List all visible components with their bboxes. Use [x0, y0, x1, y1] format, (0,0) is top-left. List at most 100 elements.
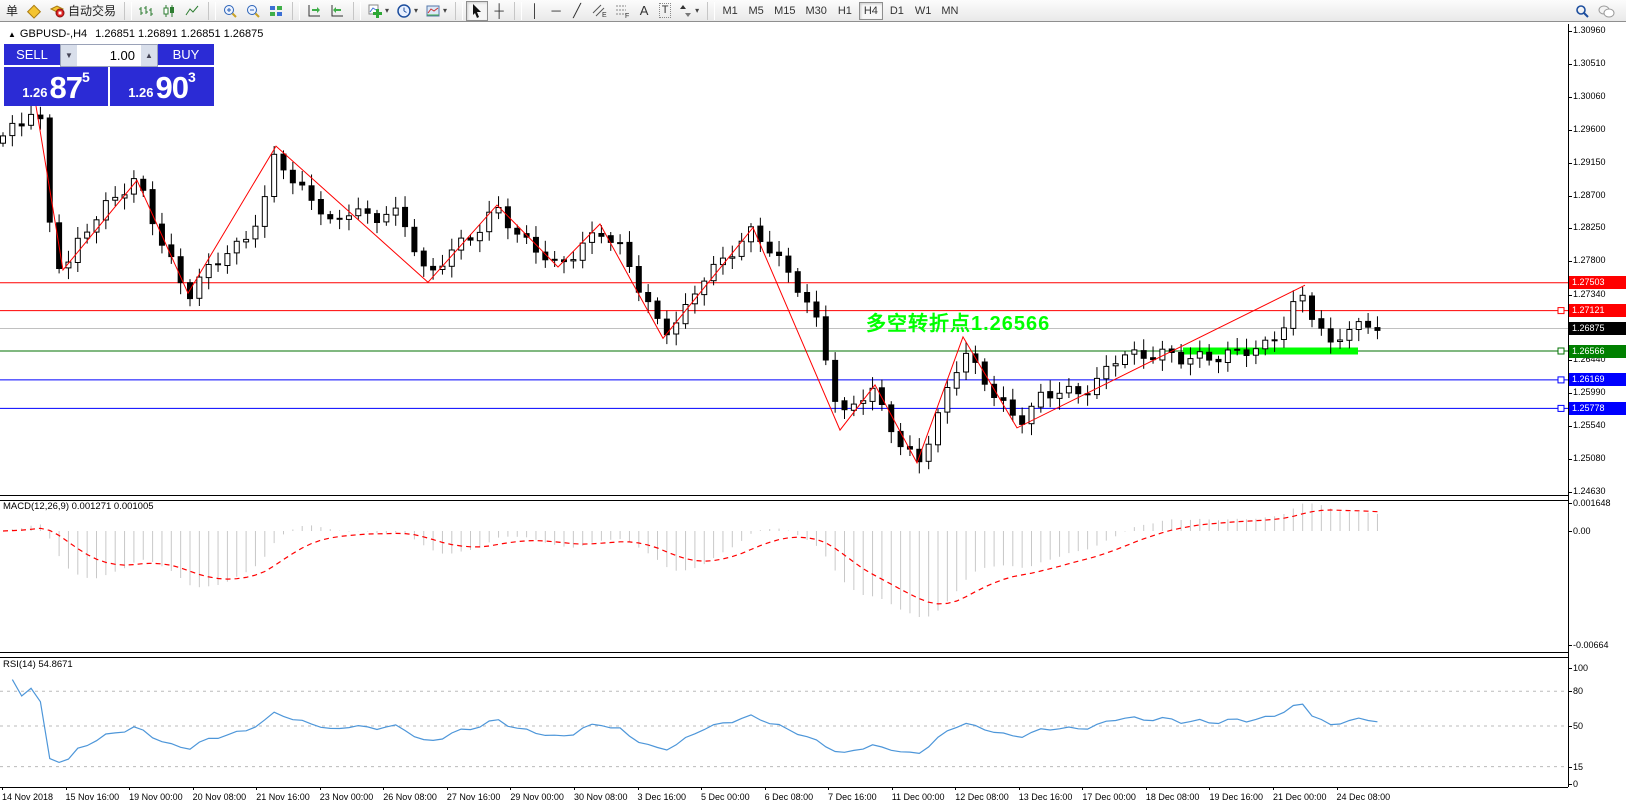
order-doc-button[interactable] [23, 1, 45, 21]
trend-line-button[interactable]: ╱ [567, 1, 587, 21]
panel-separator[interactable] [0, 495, 1568, 501]
line-chart-button[interactable] [181, 1, 203, 21]
time-axis-label: 12 Dec 08:00 [955, 792, 1009, 802]
time-tick-mark [1273, 787, 1274, 790]
panel-separator[interactable] [0, 652, 1568, 658]
sell-button[interactable]: SELL [4, 44, 60, 67]
periods-clock-button[interactable]: ▾ [393, 1, 421, 21]
timeframe-h4[interactable]: H4 [858, 1, 883, 20]
macd-tick-label: -0.00664 [1573, 639, 1609, 650]
autotrading-icon [49, 4, 65, 17]
autotrading-button[interactable]: 自动交易 [46, 1, 119, 21]
macd-panel[interactable] [0, 499, 1568, 651]
volume-increase-button[interactable]: ▲ [141, 45, 157, 66]
macd-histogram [11, 503, 1378, 617]
templates-button[interactable]: ▾ [422, 1, 450, 21]
chat-button[interactable] [1594, 1, 1618, 21]
templates-icon [426, 5, 440, 16]
candlestick-chart-button[interactable] [158, 1, 180, 21]
time-tick-mark [955, 787, 957, 790]
timeframe-w1[interactable]: W1 [914, 4, 932, 17]
tile-windows-button[interactable] [265, 1, 287, 21]
text-button[interactable]: A [634, 1, 654, 21]
dropdown-caret: ▾ [385, 6, 390, 15]
line-end-marker [1557, 404, 1565, 412]
rsi-panel[interactable] [0, 656, 1568, 787]
price-tick-mark [1568, 360, 1572, 362]
timeframe-m1[interactable]: M1 [722, 4, 738, 17]
time-axis-label: 24 Dec 08:00 [1336, 792, 1391, 802]
price-tick-label: 1.30060 [1573, 90, 1606, 101]
timeframe-m15[interactable]: M15 [774, 4, 796, 17]
time-axis-label: 23 Nov 00:00 [319, 792, 374, 802]
auto-scroll-button[interactable] [326, 1, 348, 21]
chat-icon [1598, 5, 1615, 17]
price-tick-mark [1568, 261, 1572, 263]
price-tick-label: 1.28700 [1573, 189, 1606, 200]
time-tick-mark [256, 787, 258, 790]
search-button[interactable] [1571, 1, 1593, 21]
bar-chart-button[interactable] [135, 1, 157, 21]
time-axis-label: 13 Dec 16:00 [1018, 792, 1073, 802]
vertical-line-button[interactable]: │ [525, 1, 545, 21]
add-indicator-icon [368, 4, 383, 18]
crosshair-icon: ┼ [494, 3, 504, 18]
time-axis-label: 3 Dec 16:00 [637, 792, 687, 802]
line-end-marker [1557, 307, 1565, 315]
rsi-tick-label: 80 [1573, 686, 1584, 697]
chart-annotation: 多空转折点1.26566 [866, 313, 1051, 335]
cursor-icon [473, 3, 482, 18]
text-label-button[interactable]: T [655, 1, 675, 21]
auto-scroll-icon [331, 4, 344, 16]
time-axis-label: 21 Nov 16:00 [256, 792, 310, 802]
macd-tick-mark [1568, 502, 1572, 504]
timeframe-h1[interactable]: H1 [837, 4, 852, 17]
timeframe-m5[interactable]: M5 [748, 4, 764, 17]
price-flag-1.27121: 1.27121 [1569, 304, 1626, 318]
symbol-period: GBPUSD-,H4 [19, 28, 88, 40]
time-tick-mark [573, 787, 575, 790]
fibonacci-button[interactable]: F [611, 1, 633, 21]
rsi-tick-mark [1568, 766, 1572, 768]
new-order-button[interactable]: 单 [2, 1, 22, 21]
timeframe-mn[interactable]: MN [941, 4, 959, 17]
time-tick-mark [1018, 787, 1020, 790]
zoom-in-button[interactable] [219, 1, 241, 21]
price-tick-label: 1.26440 [1573, 354, 1606, 365]
equidistant-channel-button[interactable]: E [588, 1, 610, 21]
zoom-out-button[interactable] [242, 1, 264, 21]
cursor-button[interactable] [466, 0, 489, 21]
time-axis-label: 15 Nov 16:00 [65, 792, 120, 802]
toolbar-separator [514, 1, 523, 20]
volume-decrease-button[interactable]: ▼ [61, 45, 77, 66]
arrow-objects-button[interactable]: ▾ [676, 1, 702, 21]
collapse-icon[interactable]: ▲ [8, 30, 16, 39]
rsi-tick-label: 15 [1573, 761, 1584, 772]
buy-button[interactable]: BUY [158, 44, 214, 67]
price-flag-1.27503: 1.27503 [1569, 276, 1626, 290]
timeframe-m30[interactable]: M30 [805, 4, 827, 17]
shift-end-button[interactable] [303, 1, 325, 21]
time-axis-label: 20 Nov 08:00 [192, 792, 247, 802]
price-chart[interactable] [0, 24, 1568, 495]
dropdown-caret: ▾ [695, 6, 700, 15]
volume-field[interactable]: 1.00 [109, 48, 135, 63]
toolbar-separator [455, 1, 464, 20]
rsi-tick-mark [1568, 784, 1572, 785]
add-indicator-button[interactable]: ▾ [364, 1, 392, 21]
horizontal-line-button[interactable]: ─ [546, 1, 566, 21]
rsi-tick-mark [1568, 726, 1572, 727]
buy-price[interactable]: 1.26 90 3 [110, 67, 214, 106]
sell-price[interactable]: 1.26 87 5 [4, 67, 108, 106]
rsi-tick-label: 0 [1573, 779, 1579, 789]
timeframe-d1[interactable]: D1 [889, 4, 904, 17]
time-axis-label: 19 Nov 00:00 [129, 792, 183, 802]
chart-window [0, 23, 1626, 808]
crosshair-button[interactable]: ┼ [489, 1, 509, 21]
shift-end-icon [308, 4, 321, 16]
time-tick-mark [129, 787, 131, 790]
zigzag-line [32, 87, 1306, 465]
timeframe-toolbar: M1 M5 M15 M30 H1 H4 D1 W1 MN [718, 1, 962, 20]
time-axis-label: 19 Dec 16:00 [1209, 792, 1263, 802]
